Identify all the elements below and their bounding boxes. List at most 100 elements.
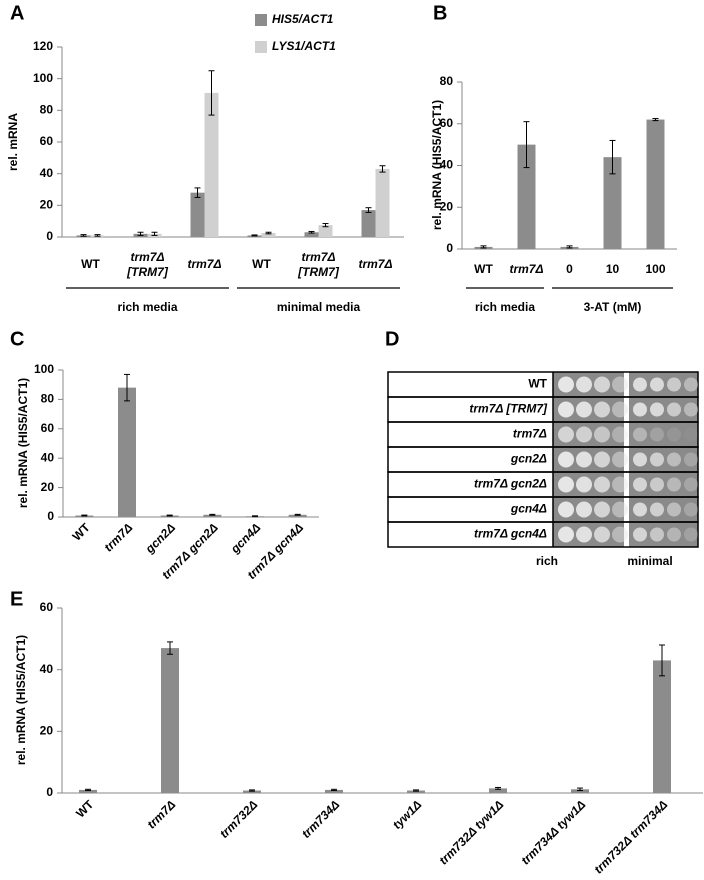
spot (667, 502, 681, 517)
spot (633, 402, 647, 417)
strain-label: trm7Δ gcn2Δ (474, 477, 547, 491)
spot (612, 501, 628, 518)
x-tick-label: WT (70, 520, 94, 544)
panel-letter: A (10, 2, 24, 24)
y-tick-label: 60 (41, 421, 55, 435)
spot (633, 377, 647, 392)
bar (517, 144, 536, 249)
spot (684, 377, 698, 392)
spot (594, 526, 610, 543)
x-tick-label: trm732Δ trm734Δ (591, 797, 670, 875)
spot (684, 402, 698, 417)
spot (650, 477, 664, 492)
x-tick-label: 10 (606, 262, 620, 276)
x-tick-label: trm732Δ tyw1Δ (436, 797, 506, 867)
y-tick-label: 60 (40, 134, 54, 148)
bar (603, 157, 622, 249)
y-axis-label: rel. mRNA (HIS5/ACT1) (16, 378, 30, 508)
bar (361, 210, 376, 237)
bar (571, 789, 589, 793)
spot (633, 477, 647, 492)
spot (612, 376, 628, 393)
x-tick-label: WT (252, 257, 271, 271)
spot (576, 501, 592, 518)
spot (667, 527, 681, 542)
x-tick-label: trm7Δ (101, 520, 135, 554)
y-tick-label: 40 (40, 662, 54, 676)
group-label: rich media (475, 300, 535, 314)
x-tick-label: gcn4Δ (227, 520, 263, 556)
x-tick-label: trm7Δ (358, 257, 392, 271)
spot (650, 502, 664, 517)
legend-label: LYS1/ACT1 (272, 39, 336, 53)
bar (288, 514, 307, 517)
spot (650, 527, 664, 542)
x-tick-label: 100 (645, 262, 665, 276)
medium-label: minimal (627, 554, 672, 568)
y-tick-label: 40 (41, 450, 55, 464)
spot (594, 401, 610, 418)
spot (633, 502, 647, 517)
bar (243, 790, 261, 793)
spot (558, 401, 574, 418)
spot (684, 452, 698, 467)
spot (667, 402, 681, 417)
spot (594, 501, 610, 518)
y-tick-label: 20 (40, 724, 54, 738)
legend-label: HIS5/ACT1 (272, 12, 334, 26)
spot (576, 401, 592, 418)
y-tick-label: 80 (440, 74, 454, 88)
panel-letter: D (385, 328, 399, 350)
spot (594, 451, 610, 468)
spot (667, 452, 681, 467)
x-tick-label: trm7Δ (509, 262, 543, 276)
y-tick-label: 40 (40, 166, 54, 180)
y-tick-label: 100 (34, 362, 54, 376)
bar (653, 660, 671, 793)
spot (558, 526, 574, 543)
y-tick-label: 40 (440, 158, 454, 172)
y-tick-label: 60 (40, 600, 54, 614)
x-tick-label: WT (474, 262, 493, 276)
spot (594, 476, 610, 493)
spot (650, 377, 664, 392)
spot (612, 476, 628, 493)
spot (612, 451, 628, 468)
x-tick-label: trm7Δ (144, 797, 178, 831)
bar (118, 387, 136, 517)
spot (576, 451, 592, 468)
spot (558, 501, 574, 518)
panel-letter: E (10, 588, 23, 610)
spot (650, 427, 664, 442)
strain-label: gcn4Δ (510, 502, 547, 516)
bar (79, 789, 97, 793)
spot (684, 477, 698, 492)
spot (612, 401, 628, 418)
y-tick-label: 20 (41, 480, 55, 494)
strain-label: trm7Δ (513, 427, 547, 441)
spot (650, 452, 664, 467)
spot (650, 402, 664, 417)
y-tick-label: 60 (440, 116, 454, 130)
bar (318, 225, 333, 237)
spot (684, 427, 698, 442)
y-tick-label: 0 (446, 241, 453, 255)
spot (684, 527, 698, 542)
y-tick-label: 80 (40, 103, 54, 117)
spot (558, 426, 574, 443)
spot (576, 476, 592, 493)
group-label: rich media (117, 300, 177, 314)
bar (204, 92, 219, 238)
x-tick-label: trm7Δ [TRM7] (126, 250, 169, 279)
spot (684, 502, 698, 517)
strain-label: trm7Δ gcn4Δ (474, 527, 547, 541)
strain-label: gcn2Δ (510, 452, 547, 466)
bar (489, 788, 507, 793)
spot (594, 426, 610, 443)
spot (667, 477, 681, 492)
y-tick-label: 0 (46, 785, 53, 799)
spot (667, 377, 681, 392)
bar (261, 233, 276, 237)
x-tick-label: 0 (566, 262, 573, 276)
